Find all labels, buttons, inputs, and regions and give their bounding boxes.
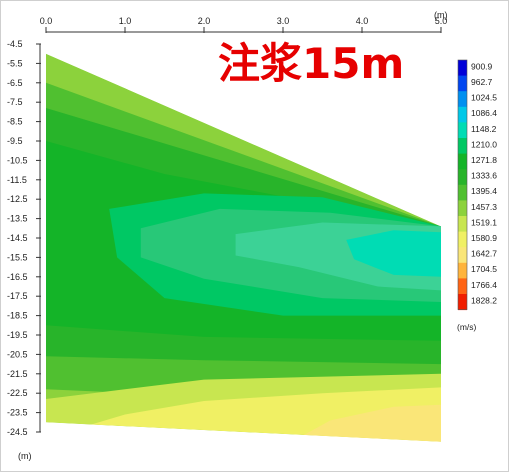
y-tick-label: -15.5 xyxy=(7,252,28,262)
x-axis: 0.0 1.0 2.0 3.0 4.0 5.0 xyxy=(40,16,448,33)
y-axis: -4.5 -5.5 -6.5 -7.5 -8.5 -9.5 -10.5 -11.5 -12.5 -… xyxy=(7,39,41,437)
y-tick-label: -19.5 xyxy=(7,330,28,340)
colorbar-swatch xyxy=(458,91,467,108)
colorbar-unit-label: (m/s) xyxy=(457,322,477,332)
colorbar-tick-label: 1457.3 xyxy=(471,202,497,212)
y-tick-label: -20.5 xyxy=(7,349,28,359)
colorbar-tick-label: 1024.5 xyxy=(471,93,497,103)
y-tick-label: -21.5 xyxy=(7,369,28,379)
colorbar-tick-label: 962.7 xyxy=(471,77,493,87)
y-tick-label: -8.5 xyxy=(7,117,23,127)
colorbar-swatch xyxy=(458,278,467,295)
x-unit-label: (m) xyxy=(434,10,448,20)
colorbar-tick-label: 1210.0 xyxy=(471,139,497,149)
y-unit-label: (m) xyxy=(18,451,32,461)
colorbar-swatch xyxy=(458,122,467,139)
contour-bands xyxy=(46,53,441,442)
colorbar-tick-label: 1580.9 xyxy=(471,233,497,243)
contour-band-10 xyxy=(298,404,441,442)
y-tick-label: -9.5 xyxy=(7,136,23,146)
y-tick-label: -5.5 xyxy=(7,58,23,68)
x-tick-label: 1.0 xyxy=(119,16,132,26)
colorbar-swatch xyxy=(458,184,467,201)
y-tick-label: -11.5 xyxy=(7,175,27,185)
colorbar-tick-label: 1519.1 xyxy=(471,217,497,227)
colorbar-tick-label: 1148.2 xyxy=(471,124,497,134)
x-tick-label: 2.0 xyxy=(198,16,211,26)
y-tick-label: -10.5 xyxy=(7,155,28,165)
y-tick-label: -23.5 xyxy=(7,408,28,418)
y-tick-label: -24.5 xyxy=(7,427,28,437)
y-tick-label: -13.5 xyxy=(7,214,28,224)
colorbar-tick-label: 1395.4 xyxy=(471,186,497,196)
y-tick-label: -14.5 xyxy=(7,233,28,243)
y-tick-label: -4.5 xyxy=(7,39,23,49)
colorbar-tick-label: 1086.4 xyxy=(471,108,497,118)
x-tick-label: 0.0 xyxy=(40,16,53,26)
chart-title: 注浆15m xyxy=(218,39,404,88)
colorbar-border xyxy=(457,59,468,310)
y-tick-label: -6.5 xyxy=(7,78,23,88)
colorbar-tick-label: 1766.4 xyxy=(471,280,497,290)
contour-band-7 xyxy=(346,230,441,277)
y-tick-label: -18.5 xyxy=(7,311,28,321)
colorbar-swatch xyxy=(458,138,467,155)
colorbar-swatch xyxy=(458,231,467,248)
colorbar-swatch xyxy=(458,262,467,279)
y-tick-label: -17.5 xyxy=(7,291,28,301)
colorbar-swatch xyxy=(458,216,467,233)
y-tick-label: -22.5 xyxy=(7,388,28,398)
colorbar-tick-label: 900.9 xyxy=(471,61,493,71)
x-tick-label: 3.0 xyxy=(277,16,290,26)
colorbar-swatch xyxy=(458,106,467,123)
x-tick-label: 4.0 xyxy=(356,16,369,26)
y-tick-label: -16.5 xyxy=(7,272,28,282)
colorbar-tick-label: 1333.6 xyxy=(471,171,497,181)
colorbar-tick-label: 1828.2 xyxy=(471,295,497,305)
colorbar-swatch xyxy=(458,169,467,186)
y-tick-label: -12.5 xyxy=(7,194,28,204)
colorbar-swatch xyxy=(458,60,467,77)
colorbar-swatch xyxy=(458,153,467,170)
colorbar-legend: 900.9 962.7 1024.5 1086.4 1148.2 1210.0 1271.8… xyxy=(457,59,497,311)
colorbar-tick-label: 1271.8 xyxy=(471,155,497,165)
colorbar-swatch xyxy=(458,294,467,311)
colorbar-swatch xyxy=(458,247,467,264)
colorbar-swatch xyxy=(458,75,467,92)
colorbar-tick-label: 1704.5 xyxy=(471,264,497,274)
y-tick-label: -7.5 xyxy=(7,97,23,107)
x-tick-label: 5.0 xyxy=(435,16,448,26)
colorbar-tick-label: 1642.7 xyxy=(471,249,497,259)
colorbar-swatch xyxy=(458,200,467,217)
